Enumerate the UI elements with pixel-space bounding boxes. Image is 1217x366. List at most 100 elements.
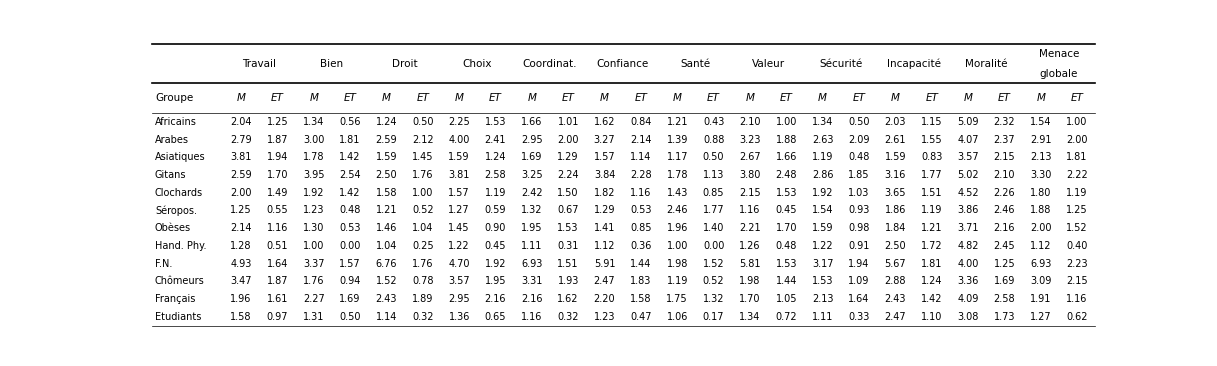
Text: 1.57: 1.57 bbox=[594, 152, 616, 162]
Text: 5.02: 5.02 bbox=[958, 170, 978, 180]
Text: 5.67: 5.67 bbox=[885, 259, 907, 269]
Text: 2.23: 2.23 bbox=[1066, 259, 1088, 269]
Text: 0.00: 0.00 bbox=[340, 241, 360, 251]
Text: 2.00: 2.00 bbox=[557, 135, 579, 145]
Text: Incapacité: Incapacité bbox=[886, 59, 941, 69]
Text: 4.70: 4.70 bbox=[448, 259, 470, 269]
Text: 1.57: 1.57 bbox=[340, 259, 361, 269]
Text: 0.53: 0.53 bbox=[630, 205, 651, 216]
Text: 1.19: 1.19 bbox=[667, 276, 688, 287]
Text: 2.43: 2.43 bbox=[885, 294, 907, 304]
Text: 2.45: 2.45 bbox=[993, 241, 1015, 251]
Text: 1.12: 1.12 bbox=[1030, 241, 1051, 251]
Text: 1.49: 1.49 bbox=[267, 188, 288, 198]
Text: 2.13: 2.13 bbox=[812, 294, 834, 304]
Text: 3.71: 3.71 bbox=[958, 223, 978, 233]
Text: 1.92: 1.92 bbox=[303, 188, 325, 198]
Text: Santé: Santé bbox=[680, 59, 711, 69]
Text: 3.31: 3.31 bbox=[521, 276, 543, 287]
Text: Clochards: Clochards bbox=[155, 188, 203, 198]
Text: 1.32: 1.32 bbox=[521, 205, 543, 216]
Text: ET: ET bbox=[634, 93, 647, 103]
Text: 1.59: 1.59 bbox=[812, 223, 834, 233]
Text: 2.15: 2.15 bbox=[739, 188, 761, 198]
Text: 3.30: 3.30 bbox=[1030, 170, 1051, 180]
Text: 2.22: 2.22 bbox=[1066, 170, 1088, 180]
Text: 1.21: 1.21 bbox=[667, 117, 688, 127]
Text: 1.29: 1.29 bbox=[557, 152, 579, 162]
Text: 2.95: 2.95 bbox=[448, 294, 470, 304]
Text: 0.48: 0.48 bbox=[775, 241, 797, 251]
Text: 1.53: 1.53 bbox=[775, 259, 797, 269]
Text: 2.43: 2.43 bbox=[376, 294, 397, 304]
Text: 0.48: 0.48 bbox=[848, 152, 870, 162]
Text: 1.00: 1.00 bbox=[413, 188, 433, 198]
Text: 1.52: 1.52 bbox=[702, 259, 724, 269]
Text: 1.10: 1.10 bbox=[921, 312, 942, 322]
Text: 1.00: 1.00 bbox=[1066, 117, 1088, 127]
Text: ET: ET bbox=[925, 93, 938, 103]
Text: 1.55: 1.55 bbox=[921, 135, 942, 145]
Text: 0.53: 0.53 bbox=[340, 223, 361, 233]
Text: 3.17: 3.17 bbox=[812, 259, 834, 269]
Text: ET: ET bbox=[489, 93, 501, 103]
Text: 1.64: 1.64 bbox=[848, 294, 870, 304]
Text: 2.37: 2.37 bbox=[993, 135, 1015, 145]
Text: M: M bbox=[746, 93, 755, 103]
Text: 2.09: 2.09 bbox=[848, 135, 870, 145]
Text: 1.19: 1.19 bbox=[1066, 188, 1088, 198]
Text: M: M bbox=[891, 93, 899, 103]
Text: 2.00: 2.00 bbox=[1066, 135, 1088, 145]
Text: 1.96: 1.96 bbox=[230, 294, 252, 304]
Text: 1.70: 1.70 bbox=[775, 223, 797, 233]
Text: M: M bbox=[527, 93, 537, 103]
Text: 1.25: 1.25 bbox=[230, 205, 252, 216]
Text: 1.40: 1.40 bbox=[703, 223, 724, 233]
Text: 1.30: 1.30 bbox=[303, 223, 325, 233]
Text: 0.36: 0.36 bbox=[630, 241, 651, 251]
Text: 1.22: 1.22 bbox=[812, 241, 834, 251]
Text: 1.78: 1.78 bbox=[667, 170, 688, 180]
Text: 1.82: 1.82 bbox=[594, 188, 616, 198]
Text: 3.81: 3.81 bbox=[230, 152, 252, 162]
Text: ET: ET bbox=[416, 93, 430, 103]
Text: 2.46: 2.46 bbox=[993, 205, 1015, 216]
Text: 1.03: 1.03 bbox=[848, 188, 870, 198]
Text: F.N.: F.N. bbox=[155, 259, 173, 269]
Text: 0.00: 0.00 bbox=[703, 241, 724, 251]
Text: 1.70: 1.70 bbox=[739, 294, 761, 304]
Text: 1.52: 1.52 bbox=[376, 276, 397, 287]
Text: 1.27: 1.27 bbox=[1030, 312, 1051, 322]
Text: 4.82: 4.82 bbox=[958, 241, 978, 251]
Text: 0.32: 0.32 bbox=[557, 312, 579, 322]
Text: 1.39: 1.39 bbox=[667, 135, 688, 145]
Text: 1.00: 1.00 bbox=[303, 241, 325, 251]
Text: M: M bbox=[236, 93, 246, 103]
Text: ET: ET bbox=[853, 93, 865, 103]
Text: 1.58: 1.58 bbox=[230, 312, 252, 322]
Text: 1.57: 1.57 bbox=[448, 188, 470, 198]
Text: 3.27: 3.27 bbox=[594, 135, 616, 145]
Text: 1.64: 1.64 bbox=[267, 259, 288, 269]
Text: 3.16: 3.16 bbox=[885, 170, 905, 180]
Text: 1.53: 1.53 bbox=[484, 117, 506, 127]
Text: 1.36: 1.36 bbox=[448, 312, 470, 322]
Text: 1.50: 1.50 bbox=[557, 188, 579, 198]
Text: ET: ET bbox=[562, 93, 574, 103]
Text: 0.88: 0.88 bbox=[703, 135, 724, 145]
Text: Gitans: Gitans bbox=[155, 170, 186, 180]
Text: 2.04: 2.04 bbox=[230, 117, 252, 127]
Text: 1.26: 1.26 bbox=[739, 241, 761, 251]
Text: 2.20: 2.20 bbox=[594, 294, 616, 304]
Text: 2.32: 2.32 bbox=[993, 117, 1015, 127]
Text: 0.62: 0.62 bbox=[1066, 312, 1088, 322]
Text: 0.85: 0.85 bbox=[703, 188, 724, 198]
Text: 1.72: 1.72 bbox=[921, 241, 942, 251]
Text: 3.57: 3.57 bbox=[448, 276, 470, 287]
Text: 1.42: 1.42 bbox=[340, 152, 361, 162]
Text: 1.13: 1.13 bbox=[703, 170, 724, 180]
Text: 2.14: 2.14 bbox=[630, 135, 651, 145]
Text: 1.06: 1.06 bbox=[667, 312, 688, 322]
Text: Groupe: Groupe bbox=[155, 93, 194, 103]
Text: Arabes: Arabes bbox=[155, 135, 189, 145]
